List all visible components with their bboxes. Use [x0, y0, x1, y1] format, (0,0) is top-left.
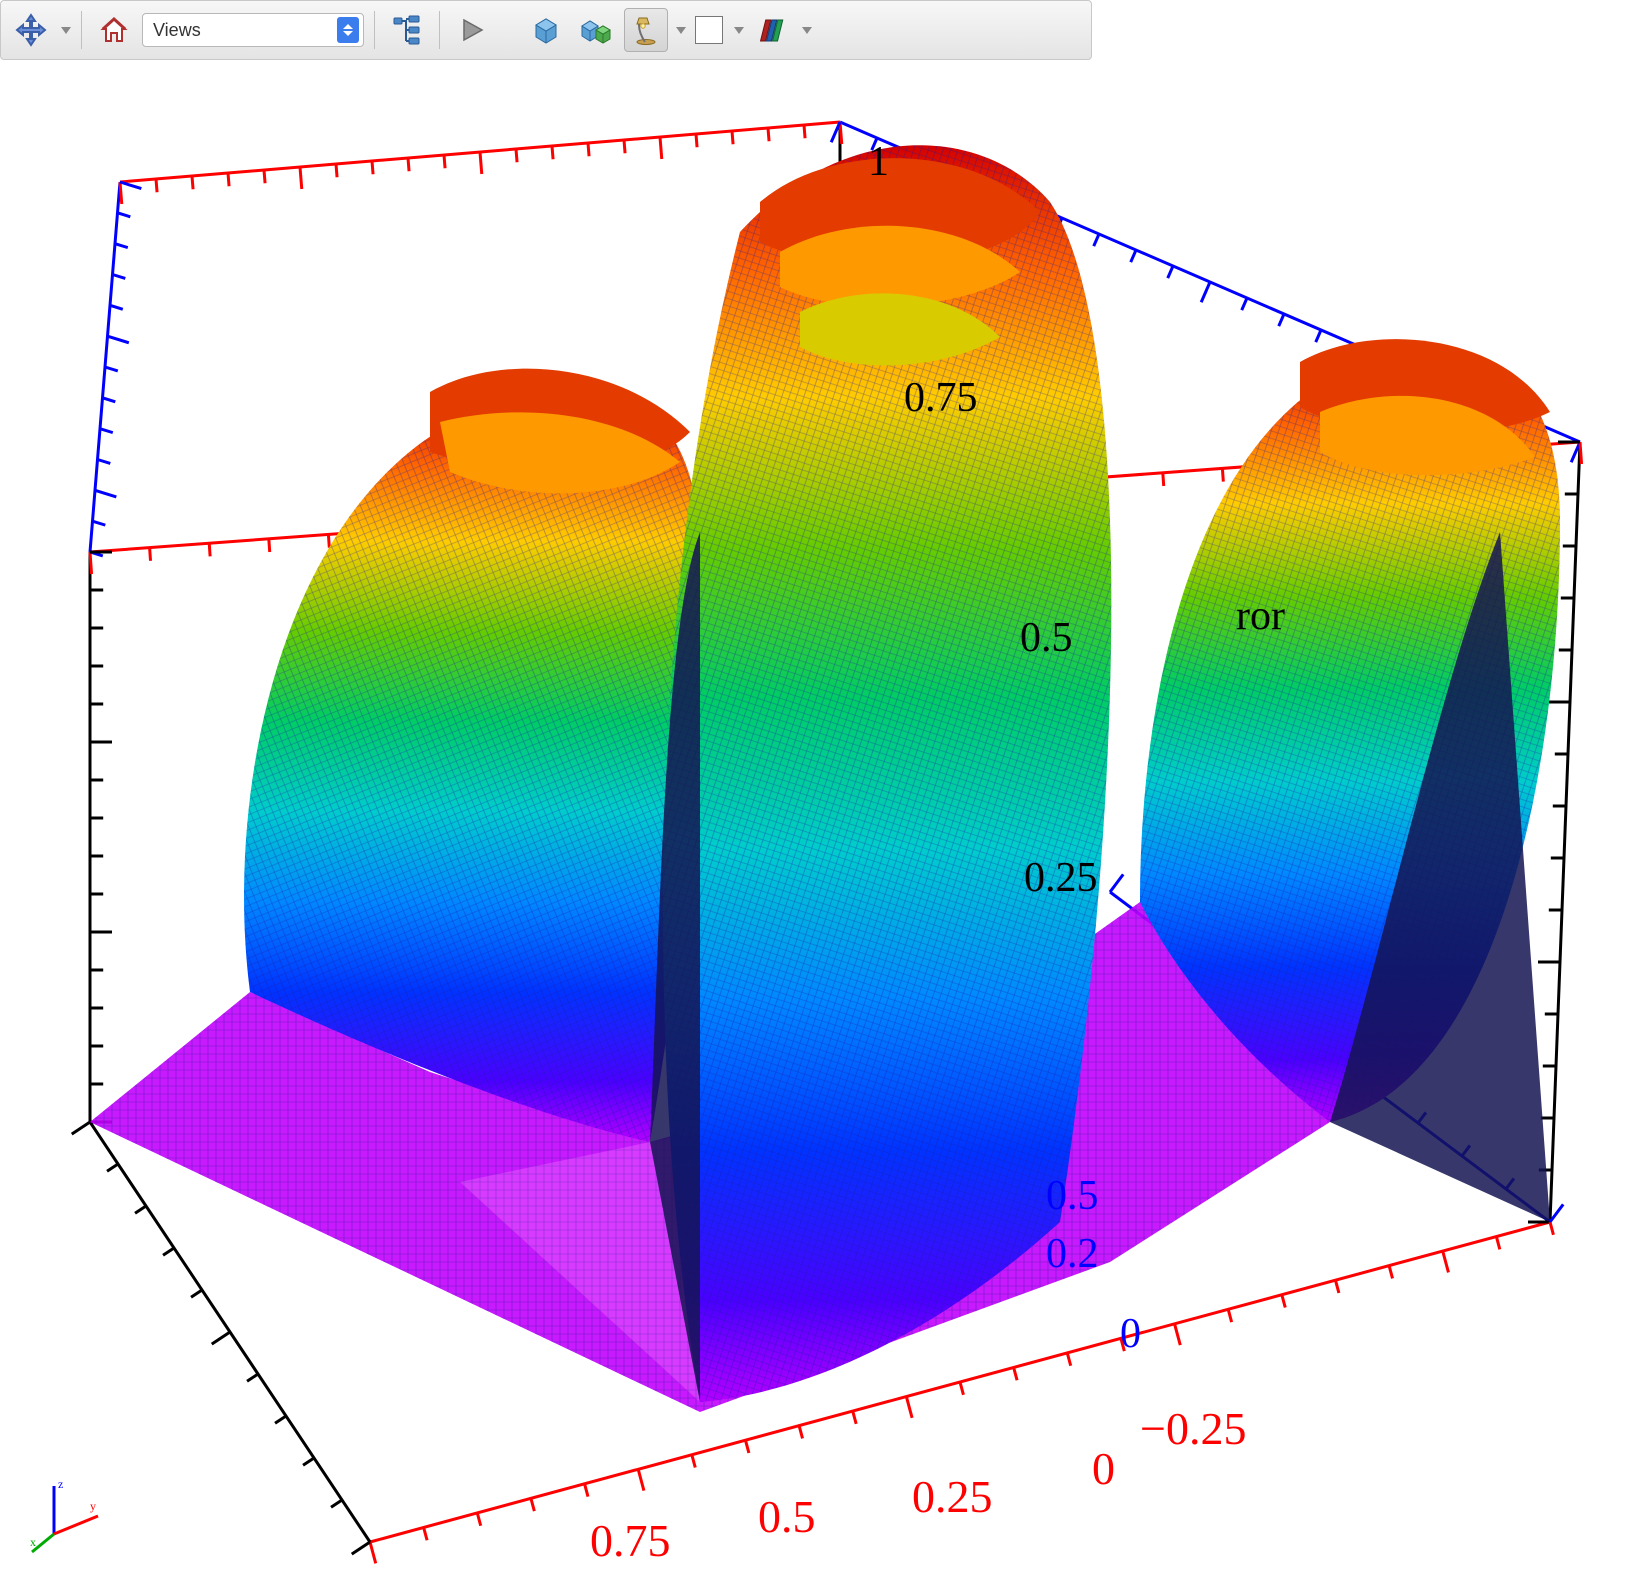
books-button[interactable] — [750, 8, 794, 52]
axis-tick-label: 0.25 — [1024, 854, 1098, 902]
play-button[interactable] — [450, 8, 494, 52]
axis-tick-label: 0.2 — [1046, 1230, 1099, 1278]
triad-y-label: y — [90, 1499, 96, 1513]
move-tool-button[interactable] — [9, 8, 53, 52]
tree-icon — [391, 14, 423, 46]
move-arrows-icon — [14, 13, 48, 47]
toolbar-separator — [374, 11, 375, 49]
axis-tick-label: 0 — [1092, 1442, 1115, 1495]
multi-cube-icon — [579, 14, 613, 46]
axis-tick-label: 0.75 — [590, 1514, 671, 1567]
cube-icon — [530, 14, 562, 46]
plot-viewport[interactable]: 1 0.75 0.5 0.25 0.5 0.2 0 0.75 0.5 0.25 0 −0.25 ror — [0, 62, 1628, 1576]
home-button[interactable] — [92, 8, 136, 52]
axis-tick-label: 0.75 — [904, 374, 978, 422]
multi-cube-button[interactable] — [574, 8, 618, 52]
axis-tick-label: 0.25 — [912, 1470, 993, 1523]
triad-x-label: x — [30, 1535, 36, 1549]
z-axis-label: ror — [1236, 592, 1285, 640]
tree-button[interactable] — [385, 8, 429, 52]
color-swatch — [695, 16, 723, 44]
axis-tick-label: −0.25 — [1140, 1402, 1246, 1455]
views-select-stepper[interactable] — [337, 17, 359, 43]
home-icon — [99, 15, 129, 45]
toolbar-separator — [81, 11, 82, 49]
plot-3d-surface — [0, 62, 1628, 1576]
views-select-label: Views — [153, 20, 201, 41]
lighting-button[interactable] — [624, 8, 668, 52]
axis-tick-label: 1 — [868, 138, 889, 186]
move-tool-dropdown[interactable] — [61, 25, 71, 35]
books-dropdown[interactable] — [802, 25, 812, 35]
books-icon — [757, 15, 787, 45]
axis-tick-label: 0 — [1120, 1310, 1141, 1358]
views-select[interactable]: Views — [142, 13, 364, 47]
axis-tick-label: 0.5 — [1046, 1172, 1099, 1220]
cube-button[interactable] — [524, 8, 568, 52]
axis-tick-label: 0.5 — [758, 1490, 816, 1543]
orientation-triad[interactable]: z y x — [28, 1476, 108, 1556]
lighting-dropdown[interactable] — [676, 25, 686, 35]
toolbar: Views — [0, 0, 1092, 60]
color-swatch-button[interactable] — [692, 8, 726, 52]
toolbar-separator — [439, 11, 440, 49]
color-swatch-dropdown[interactable] — [734, 25, 744, 35]
triad-z-label: z — [58, 1477, 63, 1491]
lamp-icon — [631, 15, 661, 45]
axis-tick-label: 0.5 — [1020, 614, 1073, 662]
play-icon — [458, 16, 486, 44]
